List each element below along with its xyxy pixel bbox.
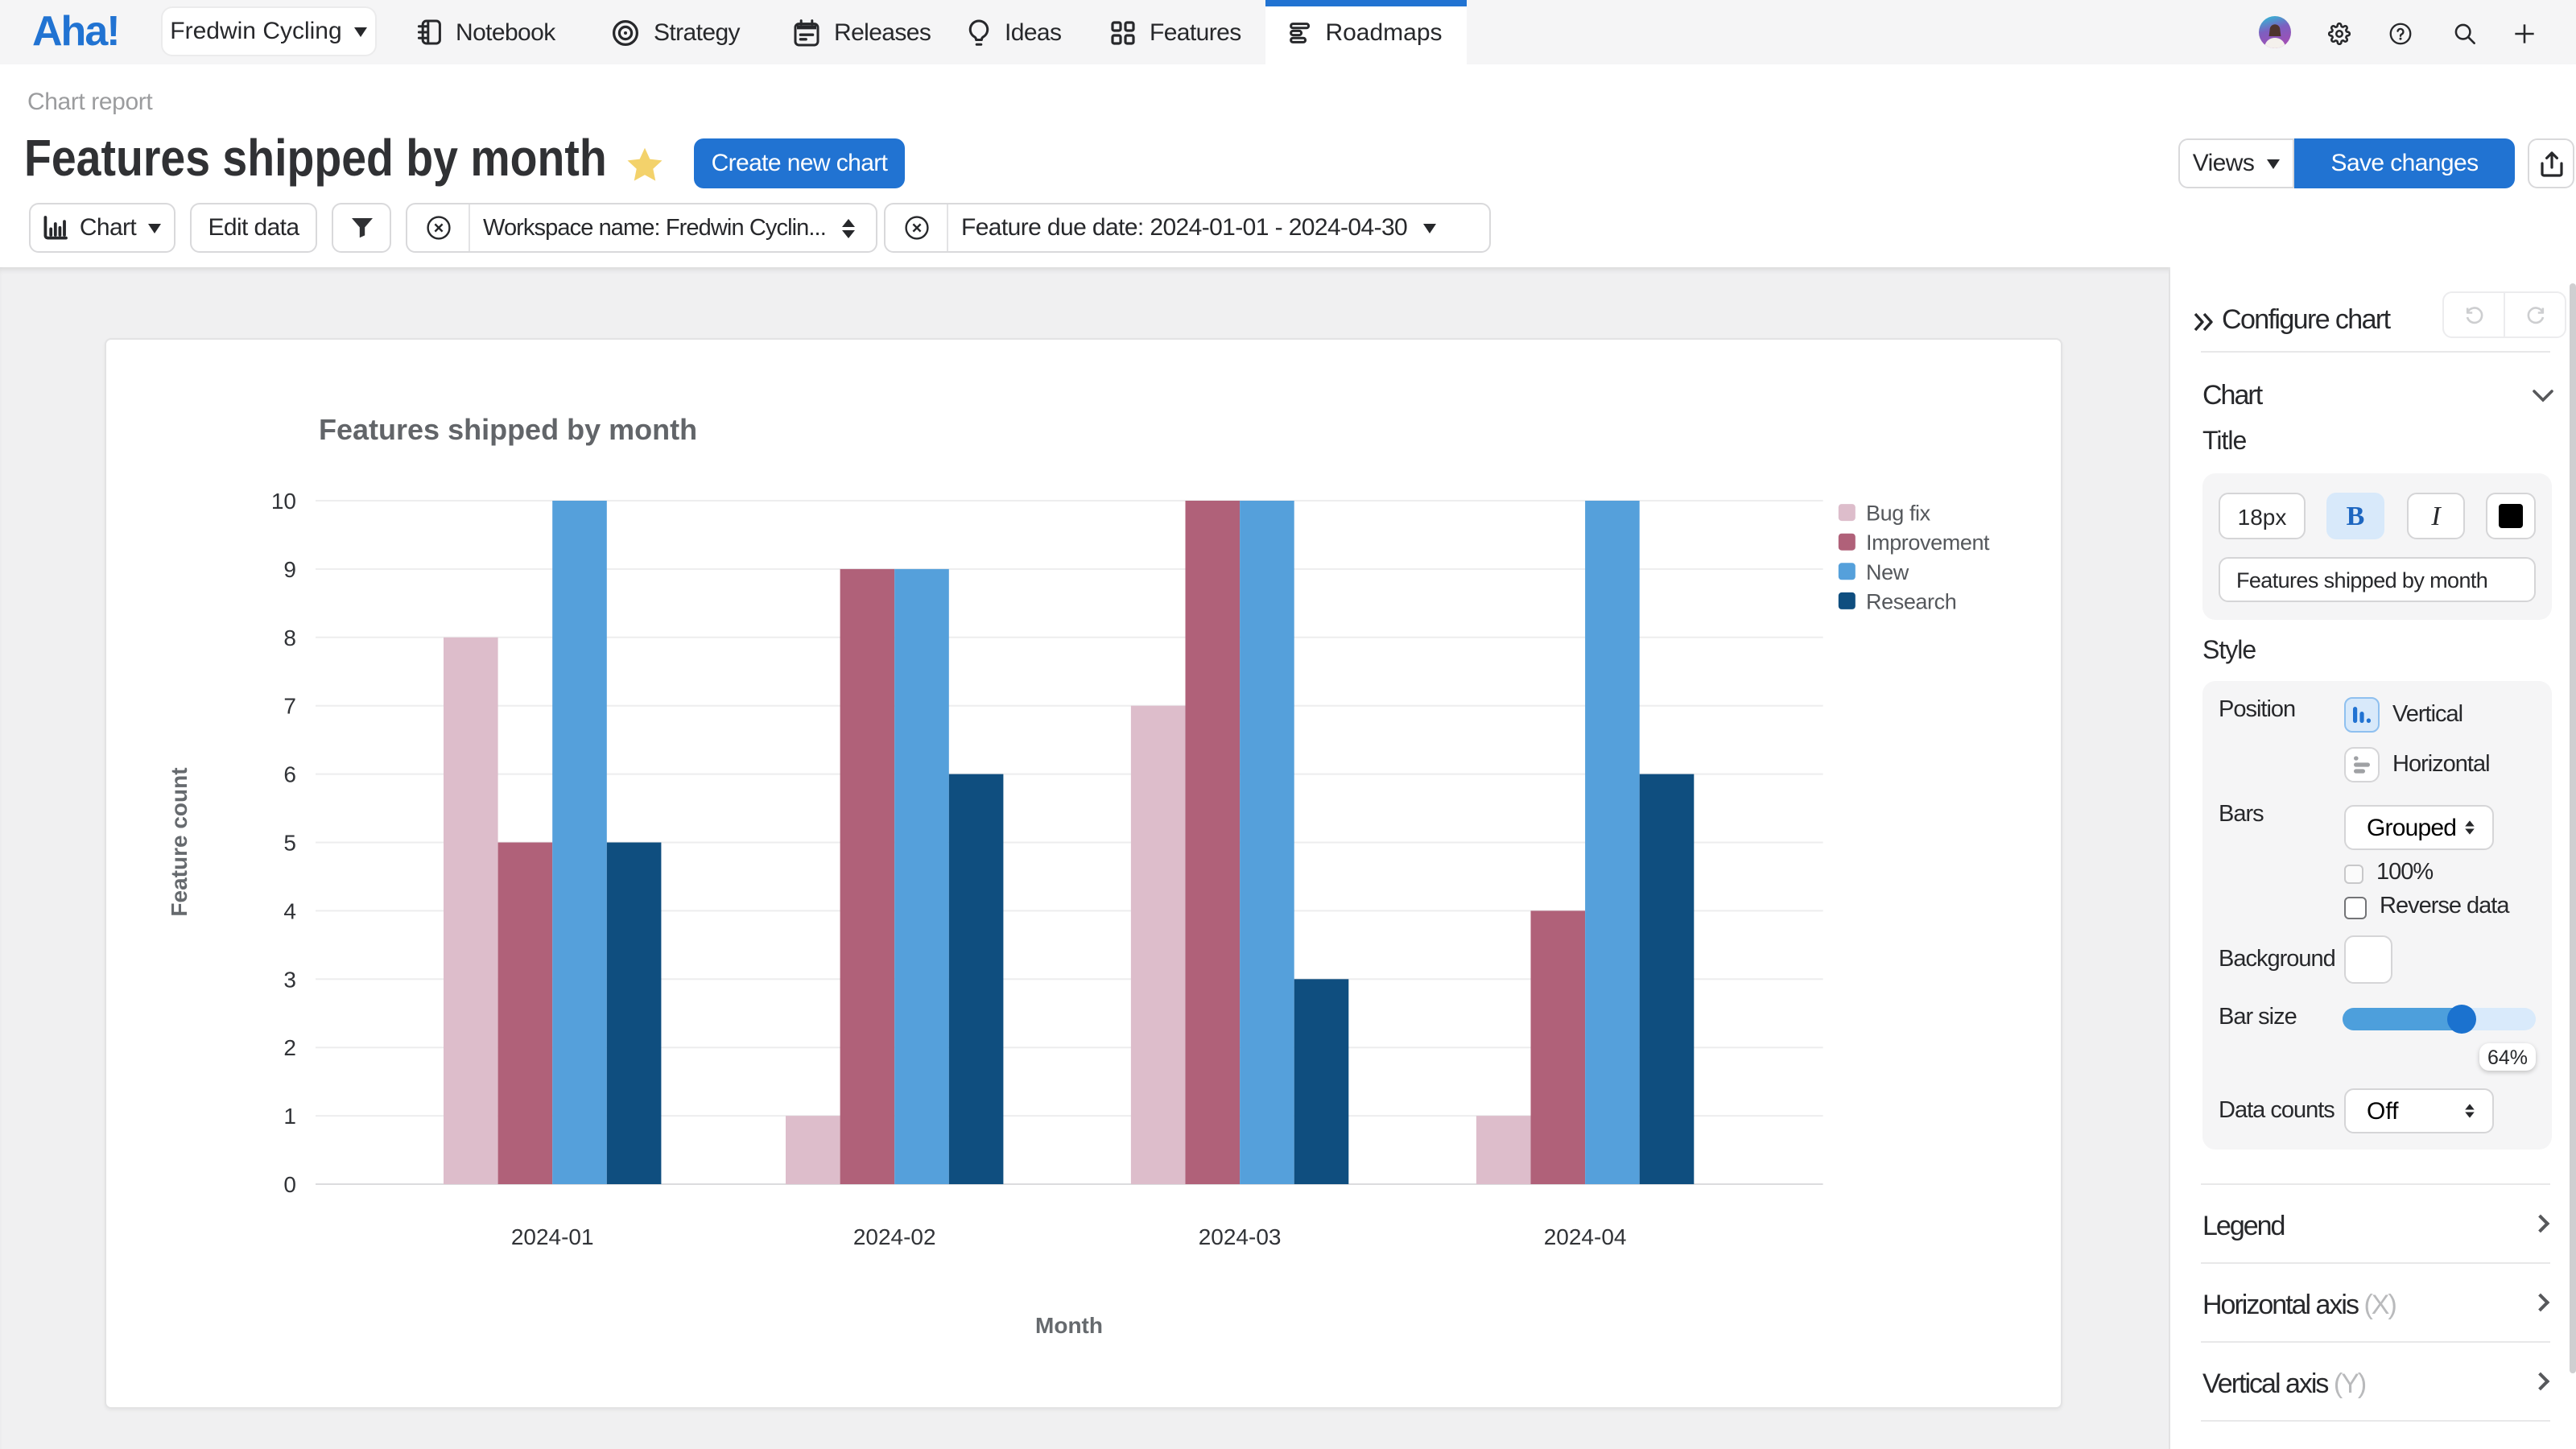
svg-text:Features shipped by month: Features shipped by month	[319, 413, 697, 446]
svg-text:Research: Research	[1866, 589, 1956, 613]
svg-text:6: 6	[283, 762, 296, 787]
svg-text:2024-01: 2024-01	[511, 1224, 594, 1249]
svg-text:5: 5	[283, 831, 296, 856]
svg-text:0: 0	[283, 1172, 296, 1197]
svg-text:7: 7	[283, 694, 296, 719]
svg-text:Feature count: Feature count	[167, 767, 192, 916]
svg-text:2: 2	[283, 1035, 296, 1060]
svg-text:2024-02: 2024-02	[853, 1224, 936, 1249]
svg-text:New: New	[1866, 560, 1909, 584]
svg-text:4: 4	[283, 898, 296, 923]
svg-text:8: 8	[283, 625, 296, 650]
svg-text:2024-04: 2024-04	[1544, 1224, 1627, 1249]
svg-text:1: 1	[283, 1104, 296, 1129]
svg-text:2024-03: 2024-03	[1199, 1224, 1282, 1249]
svg-text:Aha!: Aha!	[32, 11, 119, 53]
svg-text:9: 9	[283, 557, 296, 582]
svg-text:Bug fix: Bug fix	[1866, 502, 1931, 526]
svg-text:Month: Month	[1035, 1313, 1103, 1338]
svg-text:Improvement: Improvement	[1866, 530, 1990, 555]
svg-text:10: 10	[271, 489, 296, 514]
svg-text:3: 3	[283, 967, 296, 992]
